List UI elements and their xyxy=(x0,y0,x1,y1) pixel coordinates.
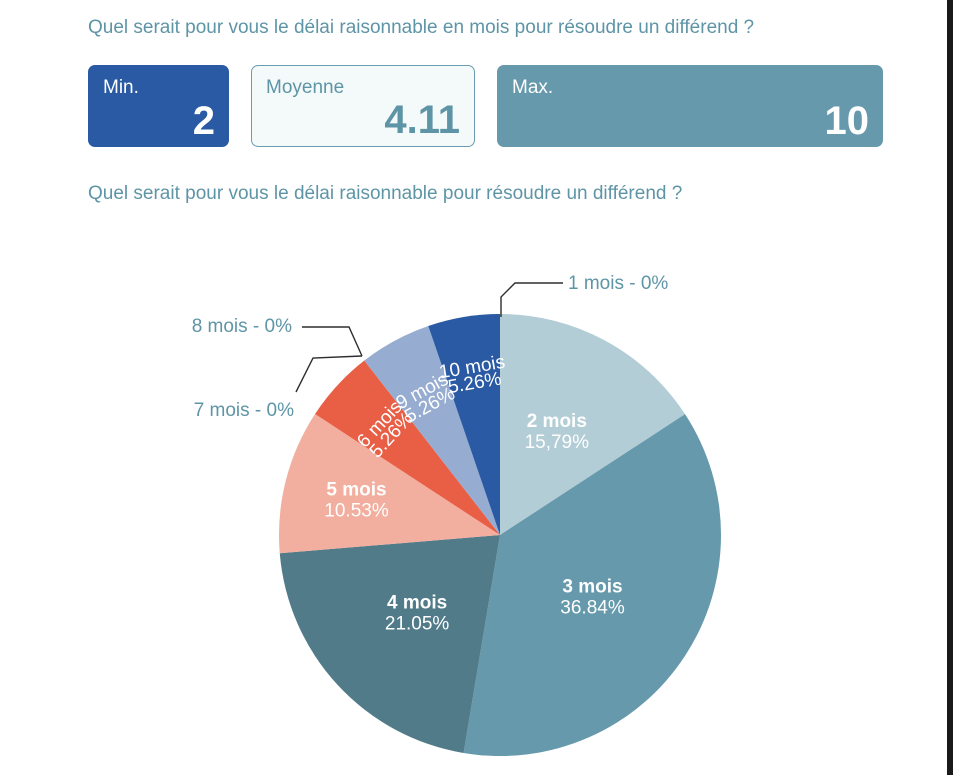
pie-slices xyxy=(278,314,722,757)
leader-line-7-mois xyxy=(295,355,363,393)
max-stat-card: Max. 10 xyxy=(497,65,883,147)
pie-label-3-mois: 3 mois 36.84% xyxy=(560,577,625,619)
mean-label: Moyenne xyxy=(266,77,345,98)
mean-value: 4.11 xyxy=(384,98,460,142)
leader-line-1-mois xyxy=(500,282,563,317)
leader-line-8-mois xyxy=(302,326,363,357)
max-label: Max. xyxy=(512,77,554,98)
pie-slice-3-mois xyxy=(463,414,722,757)
pie-slice-6-mois xyxy=(315,360,500,535)
pie-label-2-mois: 2 mois 15,79% xyxy=(525,411,590,453)
pie-label-4-mois: 4 mois 21.05% xyxy=(385,592,450,634)
max-value: 10 xyxy=(824,99,870,143)
pie-slice-4-mois xyxy=(279,535,500,753)
page-edge xyxy=(947,0,953,775)
question-delay: Quel serait pour vous le délai raisonnab… xyxy=(88,183,683,204)
callout-1-mois: 1 mois - 0% xyxy=(568,273,668,294)
pie-slice-2-mois xyxy=(500,314,686,535)
pie-slice-9-mois xyxy=(364,325,500,535)
min-label: Min. xyxy=(103,77,139,98)
min-stat-card: Min. 2 xyxy=(88,65,229,147)
pie-slice-5-mois xyxy=(278,414,500,554)
callout-8-mois: 8 mois - 0% xyxy=(192,316,292,337)
mean-stat-card: Moyenne 4.11 xyxy=(251,65,475,147)
callout-7-mois: 7 mois - 0% xyxy=(194,400,294,421)
question-delay-months: Quel serait pour vous le délai raisonnab… xyxy=(88,17,755,38)
min-value: 2 xyxy=(192,99,215,143)
pie-label-5-mois: 5 mois 10.53% xyxy=(324,480,389,522)
pie-slice-10-mois xyxy=(428,314,500,535)
